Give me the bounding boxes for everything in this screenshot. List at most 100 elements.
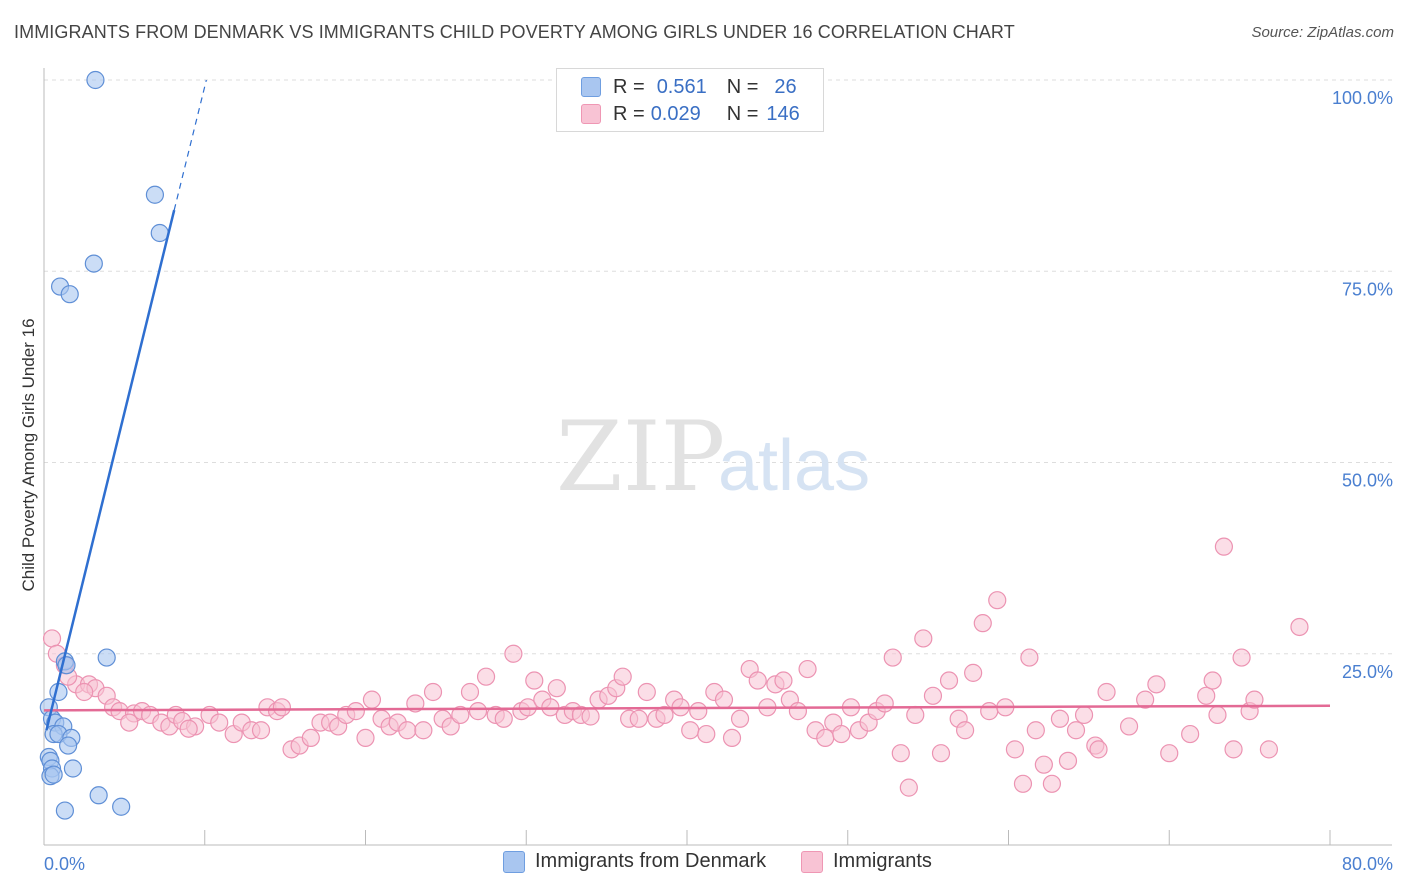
immigrants-point [363,691,380,708]
immigrants-point [495,710,512,727]
immigrants-point [1215,538,1232,555]
immigrants-point [505,645,522,662]
legend-n-value: 26 [774,76,796,99]
legend-n-label: N = [727,76,759,99]
immigrants-point [121,714,138,731]
immigrants-point [1021,649,1038,666]
immigrants-point [789,703,806,720]
immigrants-point [1233,649,1250,666]
denmark-point [98,649,115,666]
immigrants-point [892,745,909,762]
immigrants-point [965,664,982,681]
legend-n-value: 146 [766,103,799,126]
immigrants-point [461,684,478,701]
immigrants-point [907,706,924,723]
y-tick-label: 50.0% [1342,471,1393,491]
denmark-point [61,286,78,303]
immigrants-point [833,726,850,743]
denmark-point [64,760,81,777]
denmark-point [90,787,107,804]
immigrants-point [357,729,374,746]
watermark-atlas: atlas [718,426,870,506]
immigrants-point [1098,684,1115,701]
legend-swatch-blue [503,851,525,873]
legend-item-immigrants: Immigrants [801,850,932,873]
immigrants-point [1198,687,1215,704]
immigrants-point [638,684,655,701]
immigrants-point [478,668,495,685]
denmark-trend-extension [174,80,206,210]
immigrants-point [724,729,741,746]
denmark-point [45,766,62,783]
immigrants-point [924,687,941,704]
denmark-point [146,186,163,203]
immigrants-point [1225,741,1242,758]
immigrants-point [1260,741,1277,758]
immigrants-point [211,714,228,731]
immigrants-point [347,703,364,720]
immigrants-point [915,630,932,647]
y-tick-label: 75.0% [1342,279,1393,299]
watermark-zip: ZIP [556,401,725,513]
immigrants-point [425,684,442,701]
immigrants-point [1035,756,1052,773]
immigrants-point [614,668,631,685]
immigrants-point [1051,710,1068,727]
legend-label-immigrants: Immigrants [833,850,932,873]
immigrants-point [302,729,319,746]
immigrants-point [749,672,766,689]
immigrants-point [1204,672,1221,689]
immigrants-point [273,699,290,716]
legend-row-immigrants: R = 0.029 N = 146 [581,102,800,126]
y-tick-label: 25.0% [1342,662,1393,682]
immigrants-point [682,722,699,739]
immigrants-point [180,720,197,737]
legend-n-label: N = [727,103,759,126]
immigrants-point [44,630,61,647]
immigrants-point [1148,676,1165,693]
immigrants-point [732,710,749,727]
immigrants-point [253,722,270,739]
immigrants-point [690,703,707,720]
immigrants-point [548,680,565,697]
series-legend: Immigrants from Denmark Immigrants [0,850,1406,878]
immigrants-point [817,729,834,746]
immigrants-point [974,615,991,632]
immigrants-point [1090,741,1107,758]
immigrants-points [44,538,1308,796]
immigrants-point [698,726,715,743]
immigrants-point [1068,722,1085,739]
y-tick-label: 100.0% [1332,88,1393,108]
legend-row-denmark: R = 0.561 N = 26 [581,75,797,99]
immigrants-point [900,779,917,796]
denmark-point [87,72,104,89]
y-axis-label: Child Poverty Among Girls Under 16 [19,318,38,591]
immigrants-point [1043,775,1060,792]
denmark-point [113,798,130,815]
immigrants-point [415,722,432,739]
immigrants-point [1161,745,1178,762]
immigrants-point [957,722,974,739]
immigrants-point [989,592,1006,609]
immigrants-point [1182,726,1199,743]
legend-r-label: R = [613,103,645,126]
legend-swatch-pink [801,851,823,873]
immigrants-point [1027,722,1044,739]
immigrants-point [941,672,958,689]
legend-r-value: 0.561 [657,76,719,99]
immigrants-point [884,649,901,666]
immigrants-point [630,710,647,727]
denmark-point [56,802,73,819]
immigrants-point [799,661,816,678]
immigrants-point [582,708,599,725]
legend-label-denmark: Immigrants from Denmark [535,850,766,873]
legend-r-value: 0.029 [651,103,719,126]
legend-swatch-blue [581,77,601,97]
immigrants-point [1076,706,1093,723]
immigrants-point [775,672,792,689]
scatter-chart: ZIP atlas 25.0%50.0%75.0%100.0%0.0% 80.0%… [0,0,1406,892]
immigrants-point [932,745,949,762]
legend-r-label: R = [613,76,645,99]
immigrants-point [470,703,487,720]
immigrants-point [1209,706,1226,723]
